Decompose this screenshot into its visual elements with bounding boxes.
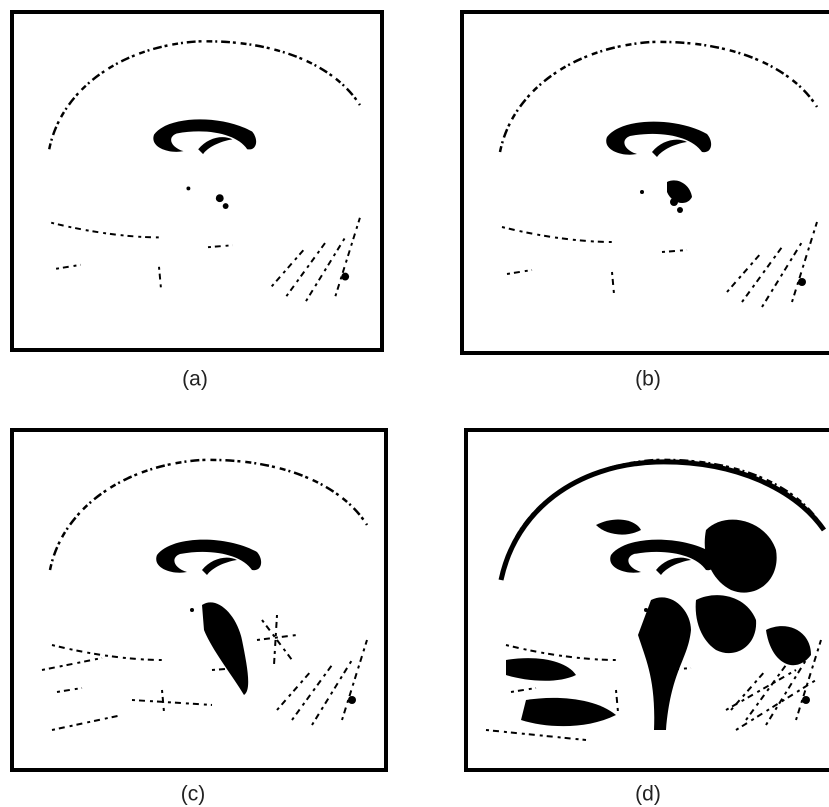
panel-label: (a) [182,368,208,391]
panel-frame [462,12,829,353]
panel-frame [12,430,386,770]
panel-label: (d) [635,783,661,806]
panel-frame [12,12,382,350]
page: (a) (b) (c) (d) (() => { const data = JS… [0,0,829,807]
figure: (a) (b) (c) (d) [0,0,829,807]
panel-label: (b) [635,368,661,391]
panel-frame [466,430,829,770]
panel-label: (c) [181,783,206,806]
